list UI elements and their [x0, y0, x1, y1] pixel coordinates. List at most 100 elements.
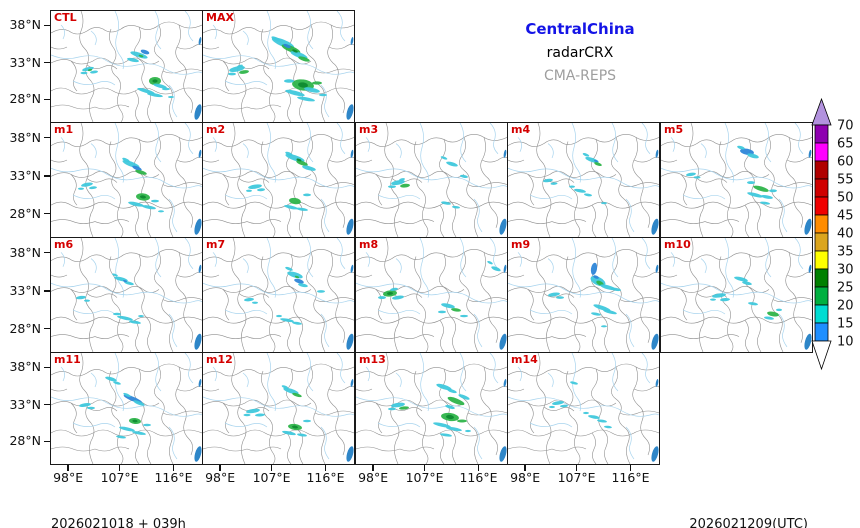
map-m11 [51, 353, 202, 464]
lon-tick-c2-0 [372, 465, 374, 471]
lon-tick-c3-1 [575, 465, 578, 471]
map-m10 [661, 238, 812, 352]
title-block: CentralChina radarCRX CMA-REPS [460, 20, 700, 84]
colorbar-tick-label-55: 55 [837, 173, 854, 188]
lat-tick-label-r0-1: 33°N [9, 54, 41, 70]
lat-tick-r1-2 [44, 212, 50, 215]
lon-tick-c3-0 [524, 465, 526, 471]
lon-tick-label-c1-1: 107°E [252, 470, 291, 485]
panel-m1: m1 [50, 122, 203, 238]
panel-m7: m7 [202, 237, 355, 353]
lat-tick-r2-2 [44, 327, 50, 330]
panel-MAX: MAX [202, 10, 355, 123]
lon-tick-label-c3-1: 107°E [557, 470, 596, 485]
map-m7 [203, 238, 354, 352]
map-m5 [661, 123, 812, 237]
footer-init-times: 2026021018 + 039h 2026021102 + 039h [51, 486, 186, 528]
panel-label-MAX: MAX [206, 11, 234, 24]
panel-m11: m11 [50, 352, 203, 465]
panel-label-m13: m13 [359, 353, 386, 366]
panel-label-m9: m9 [511, 238, 531, 251]
panel-label-m14: m14 [511, 353, 538, 366]
lat-tick-r2-1 [44, 290, 50, 292]
panel-m13: m13 [355, 352, 508, 465]
lat-tick-label-r3-2: 28°N [9, 433, 41, 449]
map-m4 [508, 123, 659, 237]
lat-tick-r3-0 [44, 366, 50, 368]
lon-tick-label-c0-1: 107°E [100, 470, 139, 485]
panel-m8: m8 [355, 237, 508, 353]
region-title: CentralChina [525, 20, 635, 38]
colorbar-tick-label-10: 10 [837, 335, 854, 350]
colorbar-tick-label-30: 30 [837, 263, 854, 278]
valid-time-utc: 2026021209(UTC) [689, 517, 808, 528]
panel-CTL: CTL [50, 10, 203, 123]
colorbar-tick-label-70: 70 [837, 119, 854, 134]
panel-label-m11: m11 [54, 353, 81, 366]
lon-tick-c2-1 [423, 465, 426, 471]
lon-tick-label-c0-0: 98°E [53, 470, 84, 485]
panel-m4: m4 [507, 122, 660, 238]
model-title: CMA-REPS [543, 68, 617, 84]
lon-tick-c1-2 [324, 465, 327, 471]
colorbar-tick-label-65: 65 [837, 137, 854, 152]
lat-tick-label-r3-0: 38°N [9, 359, 41, 375]
lat-tick-label-r0-2: 28°N [9, 91, 41, 107]
map-m9 [508, 238, 659, 352]
panel-label-CTL: CTL [54, 11, 77, 24]
panel-m5: m5 [660, 122, 813, 238]
map-m13 [356, 353, 507, 464]
lon-tick-c1-1 [270, 465, 273, 471]
colorbar-tick-label-15: 15 [837, 317, 854, 332]
lat-tick-label-r0-0: 38°N [9, 17, 41, 33]
init-time-line1: 2026021018 + 039h [51, 517, 186, 528]
lat-tick-r0-0 [44, 24, 50, 26]
colorbar-tick-label-60: 60 [837, 155, 854, 170]
lat-tick-label-r2-1: 33°N [9, 282, 41, 298]
lon-tick-c2-2 [477, 465, 480, 471]
panel-label-m8: m8 [359, 238, 379, 251]
map-m3 [356, 123, 507, 237]
colorbar-tick-label-20: 20 [837, 299, 854, 314]
colorbar-tick-label-35: 35 [837, 245, 854, 260]
lon-tick-label-c0-2: 116°E [154, 470, 193, 485]
lon-tick-c1-0 [219, 465, 221, 471]
lat-tick-r1-1 [44, 175, 50, 177]
map-m14 [508, 353, 659, 464]
map-m2 [203, 123, 354, 237]
product-title: radarCRX [546, 45, 614, 61]
panel-m10: m10 [660, 237, 813, 353]
colorbar-tick-label-40: 40 [837, 227, 854, 242]
colorbar-tick-label-50: 50 [837, 191, 854, 206]
lon-tick-label-c3-0: 98°E [510, 470, 541, 485]
lat-tick-r2-0 [44, 251, 50, 254]
lon-tick-label-c2-0: 98°E [358, 470, 389, 485]
colorbar-tick-label-45: 45 [837, 209, 854, 224]
lon-tick-c0-2 [172, 465, 175, 471]
map-m12 [203, 353, 354, 464]
lat-tick-label-r3-1: 33°N [9, 396, 41, 412]
panel-label-m10: m10 [664, 238, 691, 251]
panel-label-m7: m7 [206, 238, 226, 251]
lat-tick-r0-1 [44, 61, 50, 64]
panel-m14: m14 [507, 352, 660, 465]
lon-tick-label-c1-2: 116°E [306, 470, 345, 485]
map-m6 [51, 238, 202, 352]
panel-label-m1: m1 [54, 123, 74, 136]
panel-m12: m12 [202, 352, 355, 465]
map-MAX [203, 11, 354, 122]
lat-tick-r1-0 [44, 136, 50, 139]
lon-tick-label-c3-2: 116°E [611, 470, 650, 485]
lon-tick-c3-2 [629, 465, 632, 471]
colorbar-tick-label-25: 25 [837, 281, 854, 296]
lat-tick-r3-2 [44, 440, 50, 442]
lon-tick-label-c2-2: 116°E [459, 470, 498, 485]
footer-valid-times: 2026021209(UTC) 2026021217(CST) [548, 486, 808, 528]
panel-label-m6: m6 [54, 238, 74, 251]
lon-tick-c0-1 [118, 465, 121, 471]
panel-m2: m2 [202, 122, 355, 238]
lat-tick-label-r2-0: 38°N [9, 244, 41, 260]
lat-tick-r0-2 [44, 98, 50, 100]
panel-label-m2: m2 [206, 123, 226, 136]
